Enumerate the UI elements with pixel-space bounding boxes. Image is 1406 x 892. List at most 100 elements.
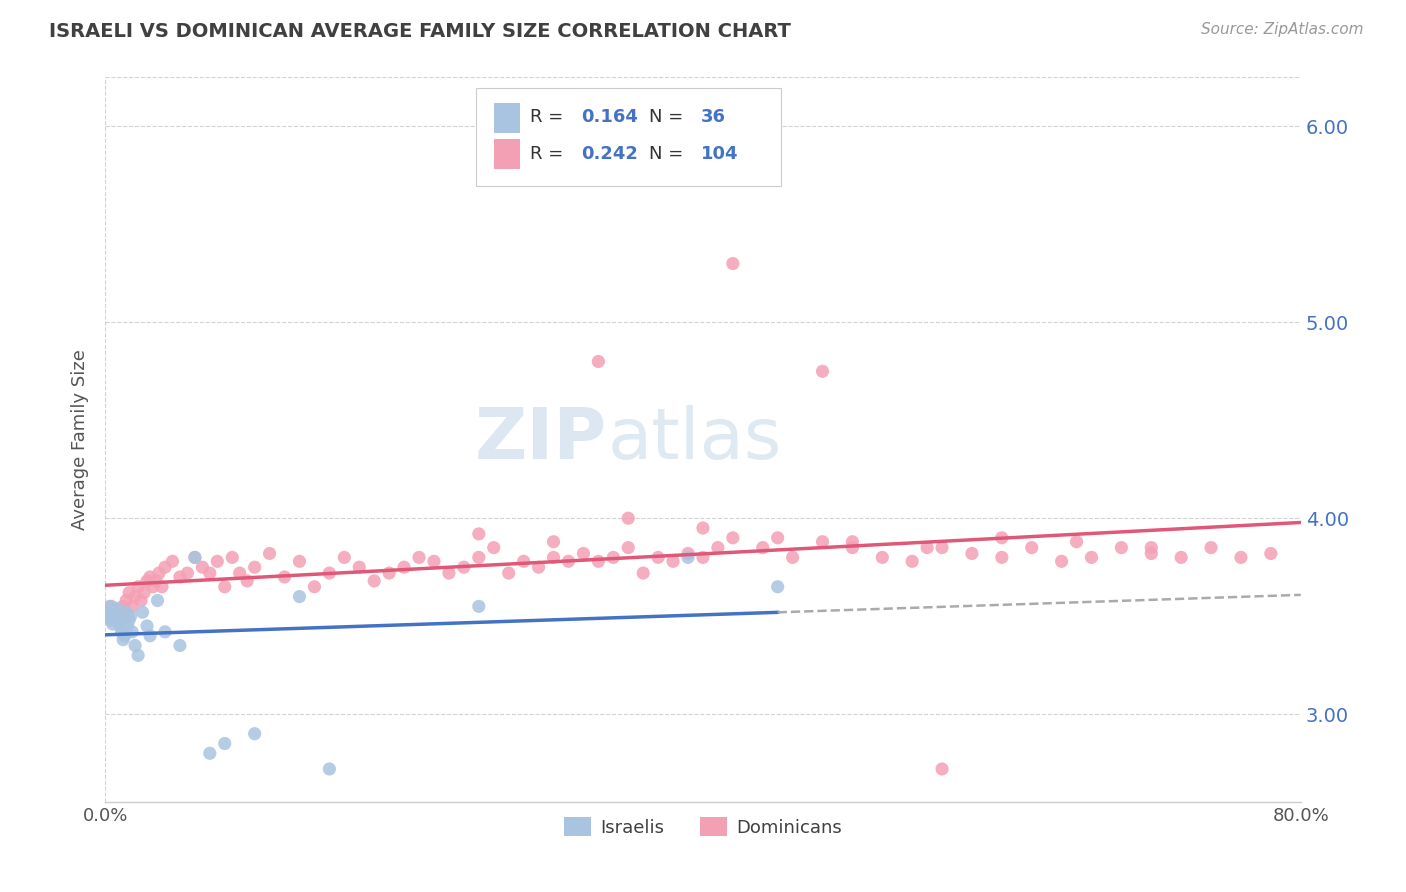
Text: N =: N = — [650, 145, 689, 162]
Point — [1021, 541, 1043, 555]
Point — [288, 554, 311, 568]
Point — [557, 554, 579, 568]
Point — [117, 609, 139, 624]
Point — [901, 554, 924, 568]
Point — [617, 511, 640, 525]
Text: 104: 104 — [700, 145, 738, 162]
Point — [363, 574, 385, 588]
Point — [1066, 534, 1088, 549]
Point — [101, 603, 124, 617]
Point — [915, 541, 938, 555]
Point — [98, 605, 121, 619]
Point — [191, 560, 214, 574]
Point — [392, 560, 415, 574]
FancyBboxPatch shape — [494, 103, 520, 133]
Point — [588, 354, 610, 368]
Point — [145, 574, 167, 588]
Point — [304, 580, 326, 594]
Point — [841, 541, 863, 555]
Point — [692, 521, 714, 535]
Point — [207, 554, 229, 568]
Point — [1260, 546, 1282, 560]
Point — [931, 541, 953, 555]
Point — [676, 546, 699, 560]
Point — [153, 624, 176, 639]
Point — [676, 550, 699, 565]
Text: R =: R = — [530, 108, 568, 127]
Point — [98, 609, 121, 624]
Point — [333, 550, 356, 565]
Point — [1140, 541, 1163, 555]
Point — [114, 605, 136, 619]
Point — [259, 546, 281, 560]
Point — [318, 566, 340, 580]
Point — [121, 599, 143, 614]
Point — [105, 605, 128, 619]
Text: ISRAELI VS DOMINICAN AVERAGE FAMILY SIZE CORRELATION CHART: ISRAELI VS DOMINICAN AVERAGE FAMILY SIZE… — [49, 22, 792, 41]
Point — [766, 531, 789, 545]
Point — [108, 609, 131, 624]
Point — [101, 617, 124, 632]
Point — [1199, 541, 1222, 555]
Point — [104, 613, 127, 627]
Point — [136, 619, 159, 633]
Text: atlas: atlas — [607, 405, 782, 475]
Point — [105, 601, 128, 615]
Point — [512, 554, 534, 568]
Point — [142, 580, 165, 594]
Point — [112, 632, 135, 647]
Point — [124, 590, 146, 604]
Point — [631, 566, 654, 580]
Point — [184, 550, 207, 565]
Point — [107, 615, 129, 629]
Point — [1170, 550, 1192, 565]
Point — [184, 550, 207, 565]
Point — [527, 560, 550, 574]
Point — [721, 256, 744, 270]
Point — [228, 566, 250, 580]
Point — [273, 570, 295, 584]
Point — [104, 611, 127, 625]
Point — [103, 607, 125, 622]
Text: 0.164: 0.164 — [581, 108, 638, 127]
Point — [153, 560, 176, 574]
Point — [150, 580, 173, 594]
Point — [162, 554, 184, 568]
Point — [107, 615, 129, 629]
Point — [243, 727, 266, 741]
Point — [468, 550, 491, 565]
Point — [236, 574, 259, 588]
Text: 36: 36 — [700, 108, 725, 127]
Point — [139, 570, 162, 584]
Point — [117, 619, 139, 633]
Point — [1050, 554, 1073, 568]
Point — [100, 613, 122, 627]
Point — [124, 639, 146, 653]
Point — [572, 546, 595, 560]
Point — [498, 566, 520, 580]
Point — [707, 541, 730, 555]
Point — [214, 580, 236, 594]
Point — [437, 566, 460, 580]
Point — [482, 541, 505, 555]
Point — [811, 364, 834, 378]
Legend: Israelis, Dominicans: Israelis, Dominicans — [557, 810, 849, 844]
Point — [960, 546, 983, 560]
Text: 0.242: 0.242 — [581, 145, 638, 162]
Point — [692, 550, 714, 565]
FancyBboxPatch shape — [475, 88, 780, 186]
Point — [423, 554, 446, 568]
Point — [1230, 550, 1253, 565]
Point — [991, 531, 1014, 545]
Y-axis label: Average Family Size: Average Family Size — [72, 350, 89, 530]
Point — [176, 566, 198, 580]
Point — [98, 599, 121, 614]
Point — [132, 585, 155, 599]
Point — [169, 570, 191, 584]
Point — [811, 534, 834, 549]
Point — [198, 747, 221, 761]
Point — [115, 593, 138, 607]
Point — [782, 550, 804, 565]
Point — [120, 609, 142, 624]
Point — [101, 609, 124, 624]
